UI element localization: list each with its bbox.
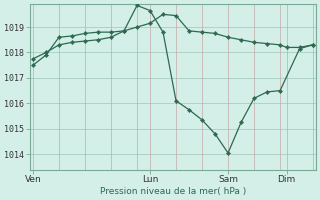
X-axis label: Pression niveau de la mer( hPa ): Pression niveau de la mer( hPa ) [100,187,246,196]
